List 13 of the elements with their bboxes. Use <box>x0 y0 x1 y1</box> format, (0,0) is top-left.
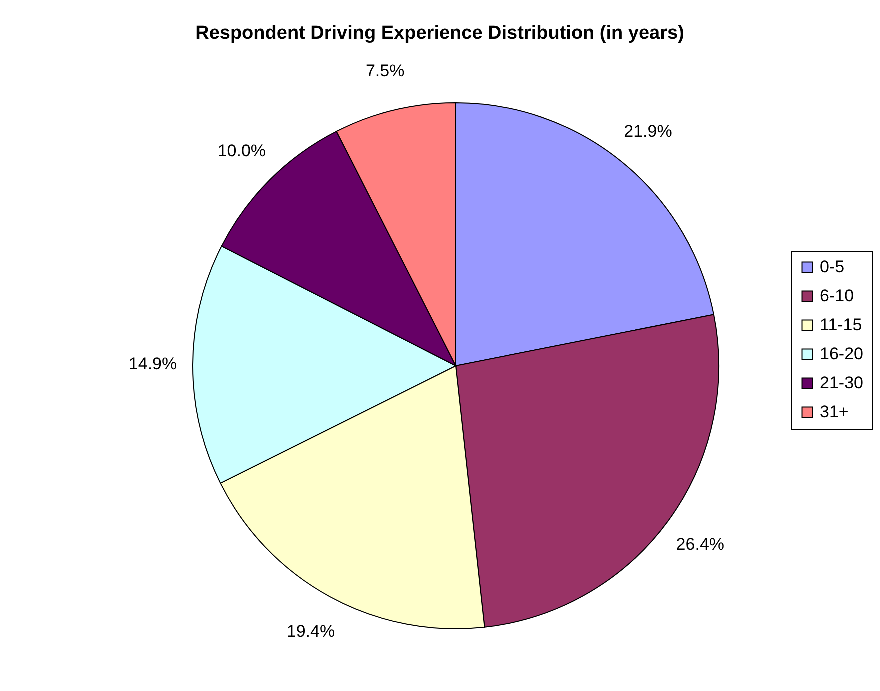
data-label: 10.0% <box>218 142 266 161</box>
data-label: 26.4% <box>676 535 725 554</box>
legend-label: 16-20 <box>820 344 864 364</box>
data-label: 21.9% <box>624 122 672 141</box>
legend-label: 0-5 <box>820 258 845 276</box>
chart-title: Respondent Driving Experience Distribution (in years) <box>196 23 684 44</box>
legend-label: 11-15 <box>820 316 862 334</box>
data-label: 14.9% <box>128 354 178 374</box>
legend-label: 21-30 <box>820 374 864 392</box>
legend-label: 6-10 <box>820 286 854 306</box>
data-label: 19.4% <box>286 622 336 642</box>
data-label: 7.5% <box>366 61 405 80</box>
legend-label: 31+ <box>820 402 849 422</box>
